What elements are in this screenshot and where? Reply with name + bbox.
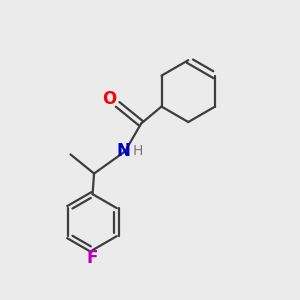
Text: H: H <box>132 145 142 158</box>
Text: O: O <box>102 90 116 108</box>
Text: N: N <box>117 142 130 160</box>
Text: F: F <box>87 249 98 267</box>
